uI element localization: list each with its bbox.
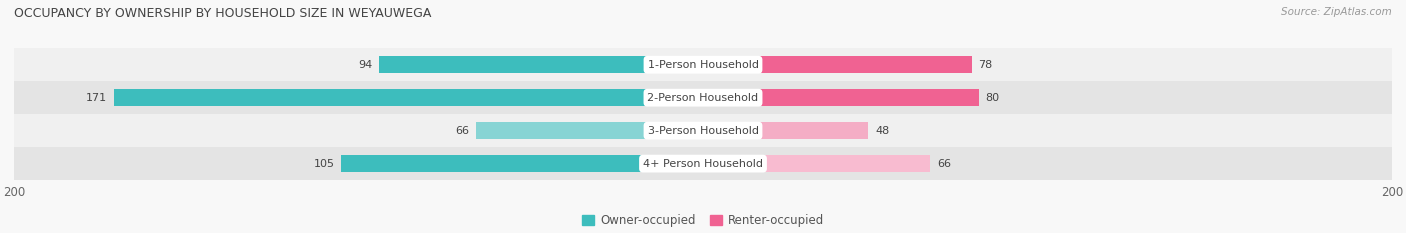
Legend: Owner-occupied, Renter-occupied: Owner-occupied, Renter-occupied — [582, 214, 824, 227]
Bar — [380, 56, 703, 73]
Bar — [14, 48, 1392, 81]
Text: 171: 171 — [86, 93, 107, 103]
Text: 2-Person Household: 2-Person Household — [647, 93, 759, 103]
Bar — [703, 89, 979, 106]
Bar — [703, 155, 931, 172]
Bar — [703, 122, 869, 139]
Text: 3-Person Household: 3-Person Household — [648, 126, 758, 136]
Text: 66: 66 — [938, 159, 952, 169]
Text: 94: 94 — [359, 60, 373, 70]
Bar — [703, 56, 972, 73]
Bar — [114, 89, 703, 106]
Bar — [14, 147, 1392, 180]
Text: 1-Person Household: 1-Person Household — [648, 60, 758, 70]
Text: Source: ZipAtlas.com: Source: ZipAtlas.com — [1281, 7, 1392, 17]
Text: 4+ Person Household: 4+ Person Household — [643, 159, 763, 169]
Text: 105: 105 — [314, 159, 335, 169]
Text: 78: 78 — [979, 60, 993, 70]
Text: 66: 66 — [454, 126, 468, 136]
Bar — [14, 114, 1392, 147]
Bar — [475, 122, 703, 139]
Text: 48: 48 — [875, 126, 890, 136]
Text: OCCUPANCY BY OWNERSHIP BY HOUSEHOLD SIZE IN WEYAUWEGA: OCCUPANCY BY OWNERSHIP BY HOUSEHOLD SIZE… — [14, 7, 432, 20]
Bar — [342, 155, 703, 172]
Bar — [14, 81, 1392, 114]
Text: 80: 80 — [986, 93, 1000, 103]
